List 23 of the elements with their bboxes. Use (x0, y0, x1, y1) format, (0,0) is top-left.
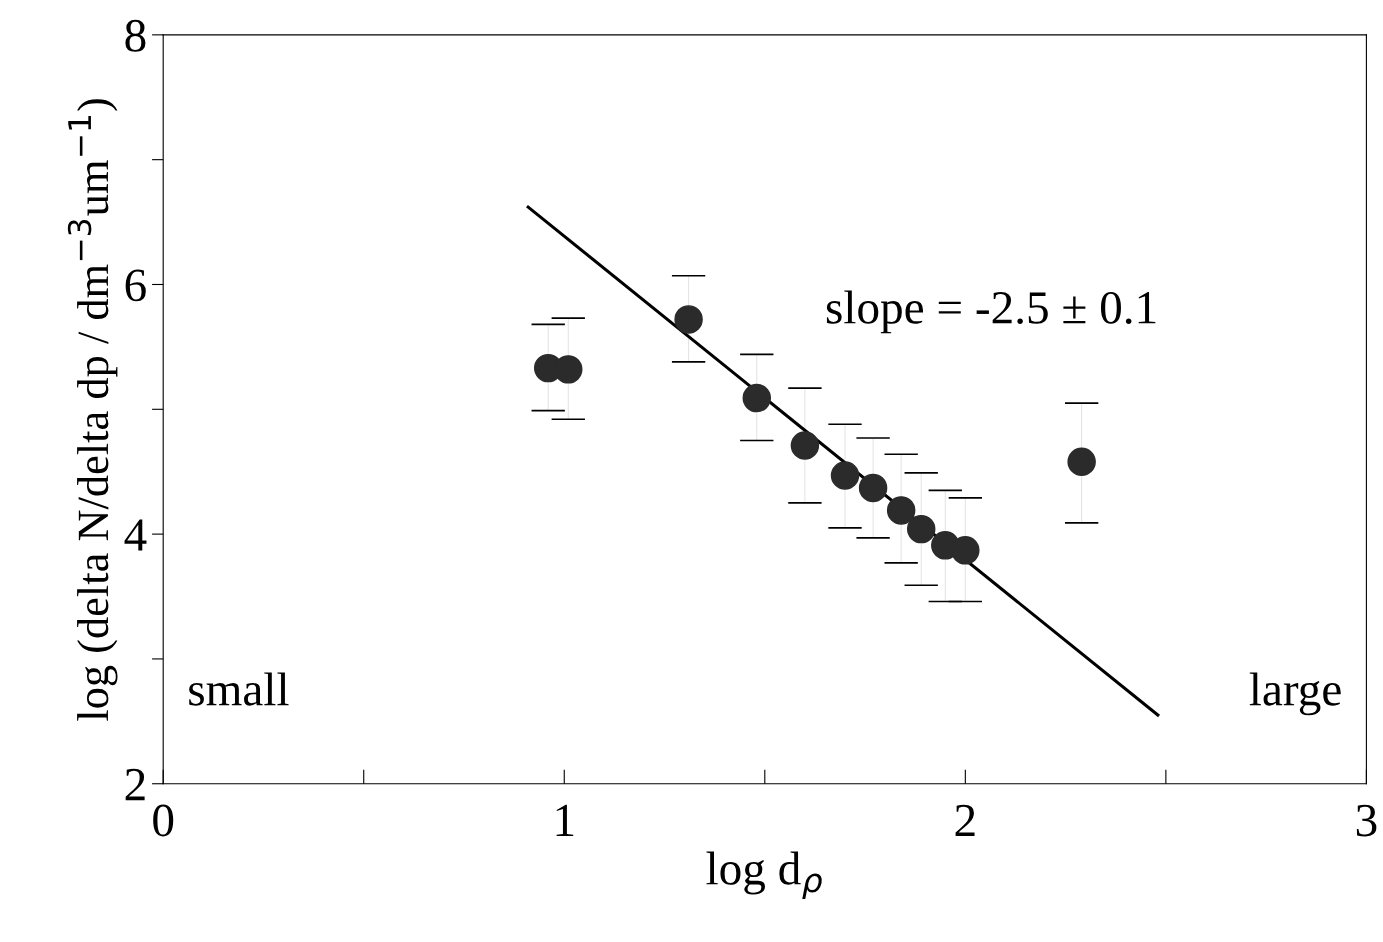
point (674, 305, 703, 334)
y-tick-label: 2 (125, 768, 145, 801)
point (858, 473, 888, 503)
y-tick-label: 8 (125, 19, 146, 52)
point (1067, 447, 1096, 476)
annotation: large (1249, 672, 1341, 716)
point (554, 355, 583, 384)
x-tick-label: 1 (556, 804, 574, 836)
point (830, 461, 860, 490)
point (951, 536, 980, 565)
x-axis-title: log d$_{ρ}$ (706, 851, 822, 899)
x-tick-label: 0 (153, 804, 174, 837)
point (790, 431, 820, 460)
y-tick-label: 6 (125, 269, 146, 302)
annotation: slope = -2.5 ± 0.1 (826, 290, 1156, 334)
x-tick-label: 2 (955, 804, 975, 836)
y-axis-title: log (delta N/delta dp / dm$^{−3}$um$^{−1}$) (67, 99, 118, 721)
point (906, 514, 936, 544)
x-tick-label: 3 (1356, 804, 1377, 837)
annotation: small (189, 672, 289, 706)
y-tick-label: 4 (124, 519, 147, 551)
point (742, 383, 772, 413)
point (886, 496, 916, 525)
